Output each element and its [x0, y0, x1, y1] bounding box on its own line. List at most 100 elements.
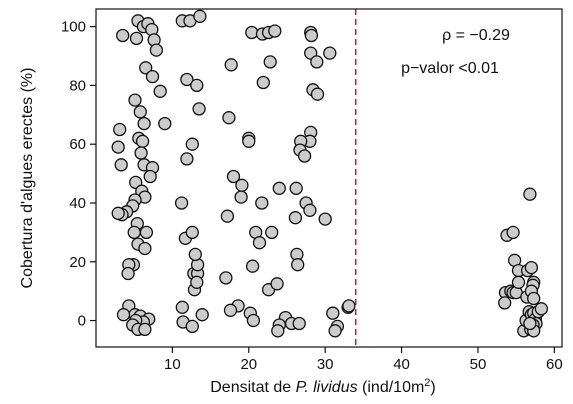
x-axis-title-close: ): [430, 379, 435, 396]
data-point: [116, 28, 130, 43]
data-point: [297, 149, 312, 163]
data-point: [291, 258, 305, 272]
data-point: [255, 196, 269, 210]
data-point: [111, 206, 125, 220]
data-point: [323, 46, 337, 60]
y-axis-ticks: 0 20 40 60 80 100: [61, 19, 96, 330]
data-point: [534, 302, 549, 316]
pvalue-annotation: p−valor <0.01: [401, 60, 499, 77]
data-point: [524, 260, 539, 275]
x-axis-title-prefix: Densitat de: [210, 379, 295, 396]
data-point: [223, 303, 238, 317]
data-point: [185, 137, 199, 151]
data-point: [180, 72, 194, 87]
data-point: [188, 247, 202, 262]
data-point: [268, 24, 282, 38]
x-tick-label: 60: [546, 356, 563, 373]
data-point: [145, 69, 160, 84]
data-point: [190, 78, 204, 93]
data-point: [138, 322, 152, 337]
data-point: [133, 105, 147, 119]
data-point: [245, 259, 260, 273]
data-point: [252, 236, 267, 250]
data-point: [185, 225, 199, 240]
y-tick-label: 0: [78, 313, 86, 330]
x-tick-label: 50: [470, 356, 487, 373]
data-point: [256, 75, 270, 90]
data-point: [265, 225, 279, 240]
data-point: [304, 28, 319, 43]
data-point: [190, 275, 204, 289]
rho-annotation: ρ = −0.29: [442, 27, 510, 44]
data-point: [235, 178, 249, 192]
data-point: [113, 122, 127, 137]
data-point: [310, 55, 324, 69]
x-axis-title-superscript: 2: [424, 377, 430, 389]
data-point: [138, 241, 152, 256]
data-point: [289, 181, 303, 195]
data-point: [192, 102, 206, 116]
data-point: [527, 291, 541, 306]
data-point: [195, 308, 209, 322]
x-axis-title-unit: (ind/10m: [358, 379, 425, 396]
data-point: [121, 266, 135, 281]
data-point: [523, 316, 537, 331]
data-point: [220, 209, 235, 223]
data-point: [342, 299, 356, 313]
x-axis-title: Densitat de P. lividus (ind/10m2): [210, 377, 436, 396]
data-point: [523, 187, 537, 201]
data-point: [128, 93, 142, 107]
data-point: [288, 211, 303, 225]
data-point: [134, 146, 148, 160]
data-point: [116, 308, 131, 322]
data-point: [328, 324, 342, 338]
data-point: [153, 84, 167, 98]
data-point: [226, 169, 241, 184]
x-axis-ticks: 10 20 30 40 50 60: [164, 347, 563, 373]
x-tick-label: 20: [240, 356, 257, 373]
x-tick-label: 10: [164, 356, 181, 373]
data-point: [139, 225, 154, 240]
data-point: [149, 43, 164, 57]
data-point: [174, 196, 189, 210]
x-tick-label: 30: [317, 356, 334, 373]
data-point: [246, 313, 261, 328]
data-point: [219, 271, 233, 285]
data-point: [224, 58, 238, 72]
data-point: [242, 134, 256, 148]
data-point: [318, 212, 332, 226]
y-tick-label: 100: [61, 19, 86, 36]
data-point: [127, 225, 141, 240]
x-axis-title-species: P. lividus: [296, 379, 358, 396]
data-point: [143, 169, 157, 184]
y-tick-label: 60: [69, 136, 86, 153]
data-point: [270, 277, 284, 291]
data-point: [292, 316, 306, 331]
data-point: [263, 55, 277, 69]
data-point: [498, 296, 512, 310]
data-point: [310, 87, 325, 101]
y-tick-label: 40: [69, 195, 86, 212]
y-tick-label: 80: [69, 77, 86, 94]
data-point: [180, 152, 194, 166]
data-point: [303, 203, 317, 217]
y-tick-label: 20: [69, 254, 86, 271]
data-point: [175, 300, 189, 314]
x-tick-label: 40: [393, 356, 410, 373]
data-point: [326, 306, 340, 320]
data-point: [506, 225, 520, 240]
y-axis-title: Cobertura d'algues erectes (%): [19, 68, 36, 289]
data-points: [111, 9, 549, 338]
data-point: [193, 9, 207, 23]
data-point: [222, 111, 236, 125]
data-point: [185, 319, 199, 334]
data-point: [272, 181, 286, 195]
data-point: [135, 134, 150, 148]
data-point: [234, 190, 248, 204]
data-point: [114, 158, 128, 172]
data-point: [139, 61, 153, 75]
data-point: [511, 275, 526, 289]
plot-frame: [95, 8, 563, 348]
data-point: [129, 31, 144, 46]
